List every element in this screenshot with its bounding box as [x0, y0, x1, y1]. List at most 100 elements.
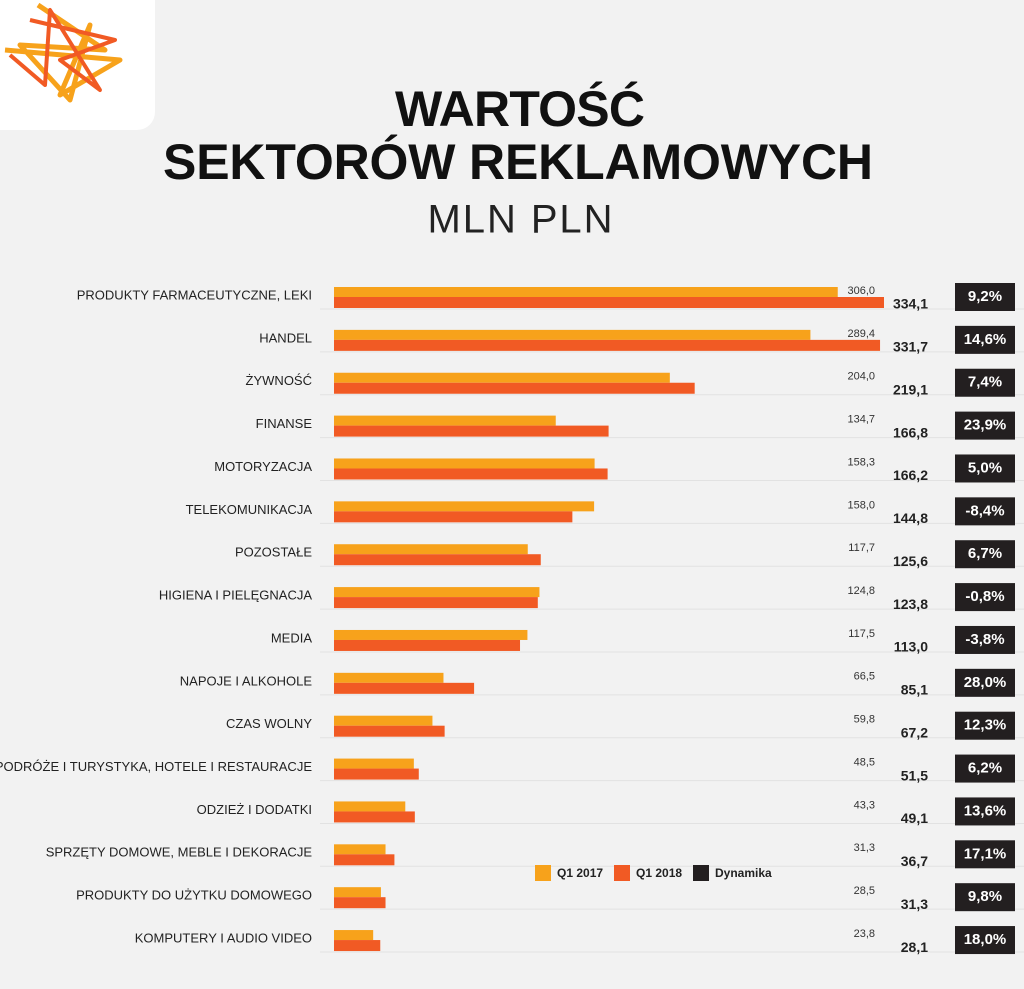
legend-swatch — [535, 865, 551, 881]
value-label: 36,7 — [901, 853, 928, 869]
bar — [334, 597, 538, 609]
category-label: NAPOJE I ALKOHOLE — [180, 673, 313, 688]
dynamics-label: 28,0% — [964, 674, 1007, 691]
dynamics-label: 6,2% — [968, 760, 1002, 777]
value-label: 306,0 — [847, 285, 875, 297]
value-label: 134,7 — [847, 414, 875, 426]
dynamics-box — [955, 668, 1015, 697]
bar — [334, 887, 381, 898]
value-label: 124,8 — [847, 585, 875, 597]
value-label: 219,1 — [893, 381, 928, 397]
category-label: MOTORYZACJA — [214, 459, 312, 474]
chart-title: SEKTORÓW REKLAMOWYCH — [163, 134, 873, 190]
bar — [334, 940, 381, 952]
bar — [334, 425, 609, 437]
category-label: POZOSTAŁE — [235, 545, 312, 560]
value-label: 28,1 — [901, 939, 928, 955]
value-label: 49,1 — [901, 810, 928, 826]
bar — [334, 297, 884, 308]
dynamics-label: -8,4% — [965, 502, 1004, 519]
value-label: 31,3 — [854, 842, 875, 854]
bar — [334, 801, 406, 812]
dynamics-label: 6,7% — [968, 545, 1002, 562]
value-label: 166,2 — [893, 467, 928, 483]
bar — [334, 672, 444, 683]
chart-subtitle: MLN PLN — [428, 198, 613, 242]
value-label: 67,2 — [901, 724, 928, 740]
value-label: 43,3 — [854, 799, 875, 811]
value-label: 125,6 — [893, 553, 928, 569]
value-label: 144,8 — [893, 510, 928, 526]
bar — [334, 639, 521, 651]
value-label: 23,8 — [854, 928, 875, 940]
dynamics-box — [955, 368, 1015, 397]
bar — [334, 554, 541, 566]
dynamics-label: 17,1% — [964, 845, 1007, 862]
bar — [334, 501, 595, 512]
category-label: CZAS WOLNY — [226, 716, 312, 731]
bar — [334, 854, 395, 866]
chart-title: WARTOŚĆ — [395, 81, 645, 137]
bar — [334, 329, 811, 340]
category-label: PRODUKTY DO UŻYTKU DOMOWEGO — [76, 888, 312, 903]
bar — [334, 715, 433, 726]
value-label: 48,5 — [854, 756, 875, 768]
dynamics-label: 23,9% — [964, 417, 1007, 434]
legend-label: Q1 2017 — [557, 866, 603, 880]
legend-swatch — [614, 865, 630, 881]
value-label: 331,7 — [893, 339, 928, 355]
category-label: HIGIENA I PIELĘGNACJA — [159, 588, 312, 603]
bar — [334, 682, 475, 694]
dynamics-box — [955, 754, 1015, 783]
category-label: FINANSE — [256, 416, 313, 431]
category-label: HANDEL — [259, 330, 312, 345]
category-label: TELEKOMUNIKACJA — [186, 502, 313, 517]
value-label: 28,5 — [854, 885, 875, 897]
bar — [334, 844, 386, 855]
value-label: 123,8 — [893, 596, 928, 612]
category-label: KOMPUTERY I AUDIO VIDEO — [135, 930, 312, 945]
legend-label: Q1 2018 — [636, 866, 682, 880]
dynamics-box — [955, 497, 1015, 526]
dynamics-box — [955, 540, 1015, 569]
value-label: 117,7 — [848, 542, 875, 554]
legend-label: Dynamika — [715, 866, 772, 880]
value-label: 66,5 — [854, 671, 875, 683]
category-label: PRODUKTY FARMACEUTYCZNE, LEKI — [77, 287, 312, 302]
dynamics-box — [955, 711, 1015, 740]
bar — [334, 897, 386, 909]
category-label: PODRÓŻE I TURYSTYKA, HOTELE I RESTAURACJ… — [0, 759, 312, 774]
dynamics-label: 13,6% — [964, 802, 1007, 819]
value-label: 204,0 — [847, 371, 875, 383]
legend-swatch — [693, 865, 709, 881]
bar — [334, 372, 670, 383]
bar — [334, 468, 608, 480]
bar — [334, 587, 540, 598]
value-label: 51,5 — [901, 767, 928, 783]
value-label: 289,4 — [847, 328, 875, 340]
dynamics-label: 5,0% — [968, 459, 1002, 476]
dynamics-label: 12,3% — [964, 717, 1007, 734]
dynamics-label: -0,8% — [965, 588, 1004, 605]
dynamics-box — [955, 325, 1015, 354]
category-label: ŻYWNOŚĆ — [246, 373, 312, 388]
bar — [334, 930, 374, 941]
dynamics-box — [955, 411, 1015, 440]
value-label: 158,0 — [847, 499, 875, 511]
dynamics-label: 18,0% — [964, 931, 1007, 948]
dynamics-box — [955, 583, 1015, 612]
value-label: 59,8 — [854, 714, 875, 726]
value-label: 158,3 — [847, 456, 875, 468]
value-label: 166,8 — [893, 424, 928, 440]
dynamics-label: 7,4% — [968, 374, 1002, 391]
bar — [334, 811, 415, 823]
bar — [334, 415, 556, 426]
bar — [334, 544, 528, 555]
bar — [334, 725, 445, 737]
bar — [334, 768, 419, 780]
dynamics-label: 9,8% — [968, 888, 1002, 905]
value-label: 117,5 — [848, 628, 875, 640]
bar — [334, 382, 695, 394]
dynamics-box — [955, 283, 1015, 311]
